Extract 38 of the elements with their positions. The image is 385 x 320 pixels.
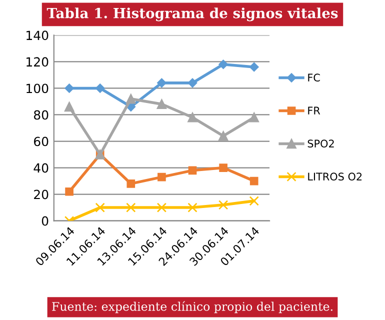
point (188, 78, 198, 88)
legend-label: SPO2 (308, 140, 334, 148)
point (95, 202, 105, 212)
legend-label: FC (308, 74, 320, 82)
legend-label: LITROS O2 (308, 172, 362, 181)
point (218, 200, 228, 210)
point (158, 172, 166, 182)
y-tick-label: 140 (26, 30, 48, 40)
point (126, 202, 136, 212)
y-tick-label: 100 (26, 84, 48, 94)
y-tick-label: 60 (34, 136, 48, 146)
point (64, 102, 74, 112)
legend-label: FR (308, 106, 320, 114)
point (188, 166, 197, 175)
y-tick-label: 20 (34, 190, 48, 200)
source-note: Fuente: expediente clínico propio del paciente. (52, 301, 332, 314)
point (126, 94, 136, 104)
point (157, 78, 166, 88)
y-tick-label: 120 (26, 57, 48, 67)
chart-title: Tabla 1. Histograma de signos vitales (46, 8, 338, 22)
point (156, 99, 167, 109)
point (249, 196, 259, 206)
y-tick-label: 0 (42, 216, 48, 226)
y-tick-label: 80 (34, 110, 48, 120)
point (188, 202, 198, 212)
point (126, 180, 136, 188)
point (218, 60, 228, 69)
point (249, 62, 259, 72)
point (65, 187, 74, 196)
point (64, 84, 74, 93)
point (250, 176, 258, 186)
point (95, 84, 105, 93)
point (188, 112, 198, 122)
point (218, 131, 228, 141)
y-tick-label: 40 (34, 163, 48, 173)
point (219, 164, 228, 172)
point (249, 112, 259, 122)
point (156, 202, 167, 212)
